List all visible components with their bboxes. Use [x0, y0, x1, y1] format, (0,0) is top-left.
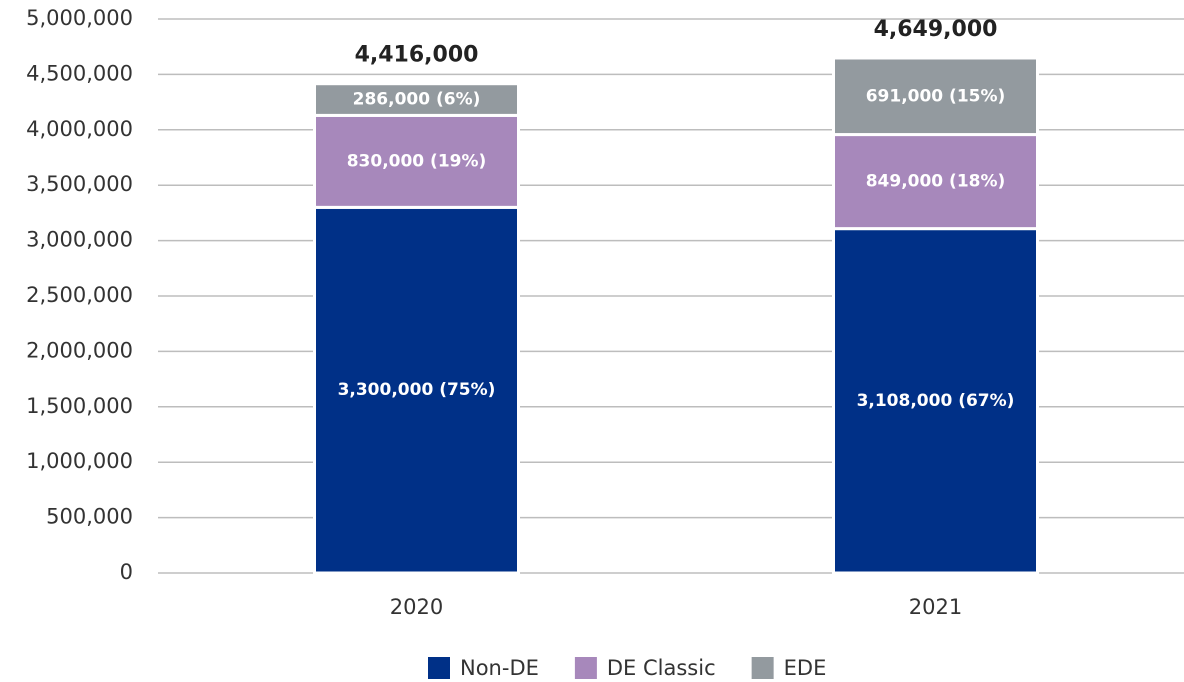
value-label: 3,108,000 (67%)	[857, 391, 1015, 411]
value-label: 286,000 (6%)	[353, 90, 481, 110]
y-tick-label: 4,000,000	[26, 117, 133, 141]
legend-swatch	[428, 657, 450, 679]
y-tick-label: 5,000,000	[26, 6, 133, 30]
legend-label: Non-DE	[460, 656, 539, 680]
y-tick-label: 3,500,000	[26, 172, 133, 196]
legend-label: DE Classic	[607, 656, 716, 680]
bar-segment	[832, 56, 1039, 137]
total-label: 4,649,000	[874, 17, 998, 42]
bar-segment	[313, 113, 520, 209]
bar-segment	[832, 133, 1039, 231]
legend-swatch	[751, 657, 774, 679]
y-tick-label: 3,000,000	[26, 228, 133, 252]
bar-segment	[313, 82, 520, 117]
x-tick-label: 2020	[390, 595, 443, 619]
legend-swatch	[574, 657, 597, 679]
value-label: 691,000 (15%)	[866, 86, 1006, 106]
y-tick-label: 1,500,000	[26, 394, 133, 418]
legend-label: EDE	[784, 656, 827, 680]
value-label: 830,000 (19%)	[347, 151, 487, 171]
bar-segment	[832, 227, 1039, 575]
x-tick-label: 2021	[909, 595, 962, 619]
y-tick-label: 2,500,000	[26, 283, 133, 307]
total-label: 4,416,000	[355, 43, 479, 68]
bar-segment	[313, 205, 520, 575]
y-tick-label: 2,000,000	[26, 338, 133, 362]
y-tick-label: 500,000	[46, 505, 133, 529]
value-label: 3,300,000 (75%)	[338, 380, 496, 400]
value-label: 849,000 (18%)	[866, 172, 1006, 192]
y-tick-label: 1,000,000	[26, 449, 133, 473]
y-tick-label: 0	[120, 560, 133, 584]
y-tick-label: 4,500,000	[26, 61, 133, 85]
